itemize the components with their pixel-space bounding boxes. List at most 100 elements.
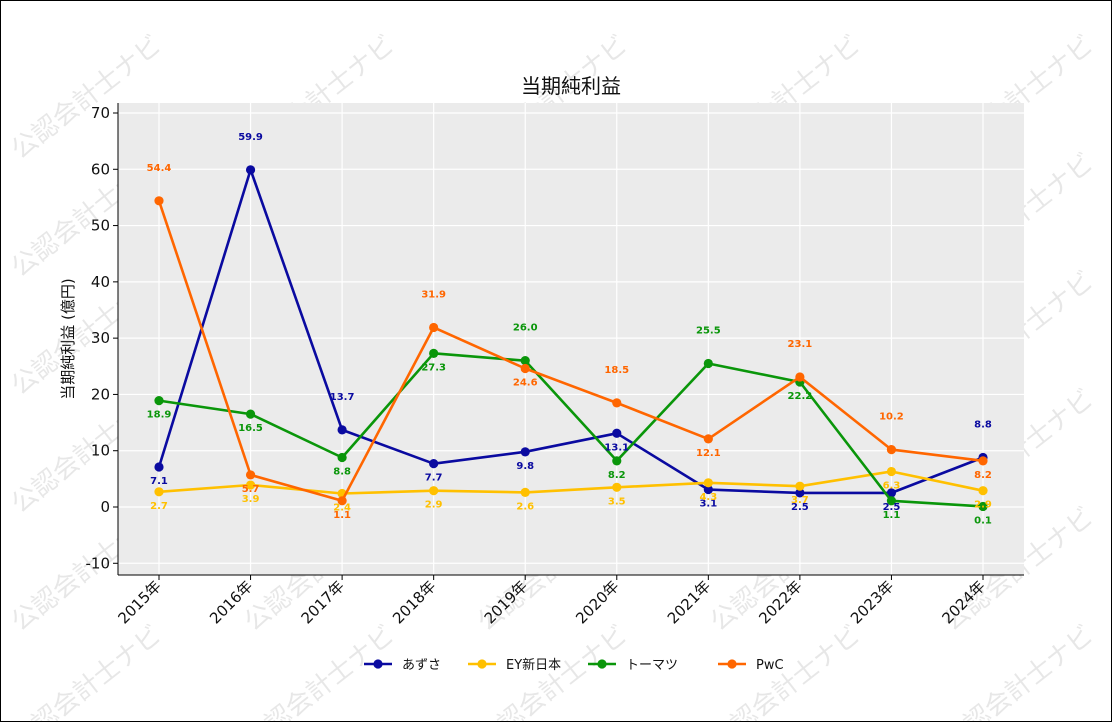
series-1-point — [429, 486, 439, 496]
series-2-point — [154, 396, 164, 406]
data-label: 9.8 — [516, 461, 534, 472]
series-1-point — [703, 478, 713, 488]
data-label: 18.5 — [604, 365, 629, 376]
x-tick-label: 2018年 — [389, 577, 439, 627]
series-3-point — [886, 444, 897, 455]
data-label: 8.2 — [608, 470, 626, 481]
series-0-point — [795, 488, 805, 498]
series-0-point — [886, 488, 897, 498]
series-2-point — [886, 496, 897, 506]
data-label: 2.7 — [150, 501, 168, 512]
data-label: 2.5 — [883, 502, 901, 513]
series-3-point — [154, 196, 164, 206]
legend: あずさ EY新日本 トーマツ PwC — [364, 657, 784, 673]
data-label: 6.3 — [883, 481, 901, 492]
y-tick-label: 10 — [91, 442, 110, 460]
legend-label: トーマツ — [626, 658, 678, 673]
legend-marker — [727, 659, 737, 669]
series-2-point — [429, 348, 439, 358]
series-1-point — [978, 486, 988, 496]
series-3-line — [157, 200, 984, 503]
data-label: 7.7 — [425, 473, 443, 484]
data-label: 22.2 — [788, 391, 813, 402]
data-label: 13.7 — [330, 392, 355, 403]
data-label: 12.1 — [696, 448, 721, 459]
y-tick-label: 50 — [91, 217, 110, 235]
data-label: 3.5 — [608, 496, 626, 507]
series-2-point — [978, 501, 988, 512]
series-3-point — [429, 322, 439, 333]
plot-area — [118, 103, 1024, 575]
data-label: 5.7 — [242, 484, 260, 495]
series-1-point — [245, 480, 256, 490]
series-0-point — [429, 459, 439, 469]
data-label: 59.9 — [238, 132, 263, 143]
watermark-text: 公認会計士ナビ — [938, 620, 1100, 722]
y-tick-label: 60 — [91, 160, 110, 178]
y-tick-label: 0 — [100, 498, 110, 516]
series-2-point — [703, 358, 713, 369]
y-tick-label: 30 — [91, 329, 110, 347]
series-2-point — [612, 456, 622, 466]
y-axis-label: 当期純利益 (億円) — [59, 278, 77, 399]
data-label: 8.8 — [974, 419, 992, 430]
data-label: 1.1 — [883, 510, 901, 521]
x-tick-label: 2023年 — [847, 577, 897, 627]
watermark-text: 公認会計士ナビ — [239, 620, 401, 722]
series-0-line — [157, 168, 984, 495]
series-3-point — [703, 434, 713, 444]
watermark-text: 公認会計士ナビ — [6, 620, 168, 722]
data-label: 0.1 — [974, 515, 992, 526]
legend-marker — [477, 659, 487, 669]
data-label: 3.7 — [791, 495, 809, 506]
series-1-point — [795, 481, 805, 491]
data-label: 24.6 — [513, 378, 538, 389]
data-label: 16.5 — [238, 423, 263, 434]
grid-lines — [118, 103, 1024, 575]
y-tick-label: 40 — [91, 273, 110, 291]
y-tick-label: 20 — [91, 385, 110, 403]
chart-title: 当期純利益 — [521, 74, 621, 98]
series-0-point — [337, 425, 347, 435]
data-label: 23.1 — [788, 339, 813, 350]
data-label: 2.9 — [425, 500, 443, 511]
series-2-point — [520, 356, 530, 366]
data-label: 10.2 — [879, 412, 904, 423]
legend-label: EY新日本 — [506, 657, 561, 673]
data-label: 2.5 — [791, 502, 809, 513]
series-2-point — [245, 409, 256, 419]
series-1-point — [154, 487, 164, 497]
data-label: 54.4 — [147, 163, 172, 174]
legend-marker — [373, 659, 383, 669]
data-label: 27.3 — [421, 362, 446, 373]
series-0-point — [245, 165, 256, 175]
series-1-point — [886, 466, 897, 477]
data-label: 7.1 — [150, 476, 168, 487]
data-label: 2.6 — [516, 501, 534, 512]
series-0-point — [520, 447, 530, 457]
y-tick-label: -10 — [86, 554, 111, 572]
series-3-point — [978, 456, 988, 466]
series-1-line — [158, 470, 984, 495]
data-label: 26.0 — [513, 323, 538, 334]
data-label: 31.9 — [421, 289, 446, 300]
series-3-point — [795, 372, 805, 382]
data-label: 3.9 — [242, 494, 260, 505]
data-label: 3.1 — [699, 499, 717, 510]
data-label: 2.9 — [974, 500, 992, 511]
legend-marker — [597, 659, 607, 669]
data-label: 2.4 — [333, 502, 351, 513]
y-tick-label: 70 — [91, 104, 110, 122]
data-label: 4.3 — [699, 492, 717, 503]
data-label: 25.5 — [696, 325, 721, 336]
x-tick-label: 2021年 — [664, 577, 714, 627]
series-0-point — [612, 428, 622, 438]
series-1-point — [612, 482, 622, 492]
data-label: 18.9 — [147, 410, 172, 421]
watermark-text: 公認会計士ナビ — [705, 620, 867, 722]
series-3-point — [520, 363, 530, 374]
data-label: 13.1 — [604, 442, 629, 453]
series-2-line — [158, 351, 984, 508]
series-layer — [154, 165, 988, 512]
legend-label: あずさ — [402, 658, 441, 673]
